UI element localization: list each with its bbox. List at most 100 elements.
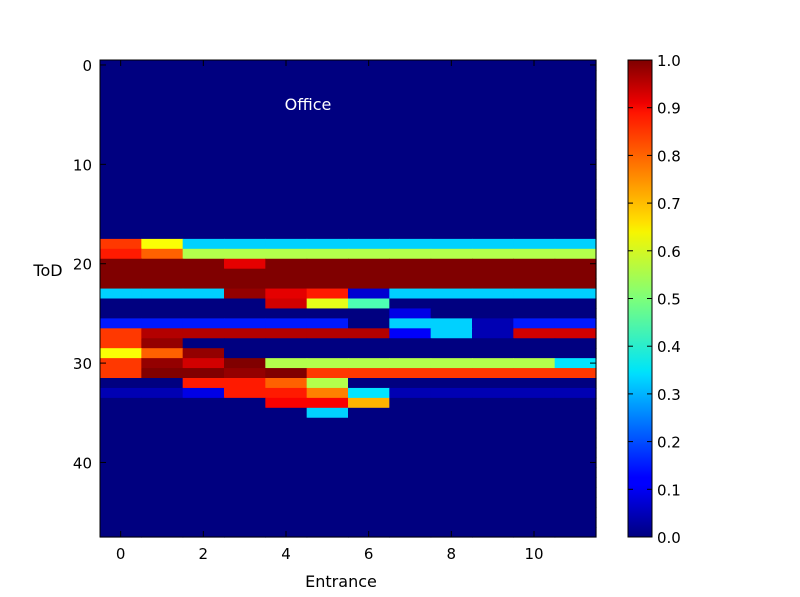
- heatmap-cell: [141, 417, 184, 429]
- heatmap-cell: [513, 477, 556, 488]
- heatmap-cell: [472, 527, 514, 538]
- heatmap-cell: [265, 497, 308, 508]
- heatmap-cell: [182, 258, 225, 270]
- heatmap-cell: [224, 139, 266, 151]
- heatmap-cell: [100, 437, 142, 449]
- heatmap-cell: [224, 368, 266, 379]
- heatmap-cell: [513, 407, 556, 419]
- heatmap-cell: [430, 219, 473, 230]
- heatmap-cell: [141, 407, 184, 419]
- heatmap-cell: [430, 308, 473, 319]
- heatmap-cell: [472, 358, 514, 369]
- heatmap-cell: [265, 159, 308, 170]
- heatmap-cell: [430, 477, 473, 488]
- heatmap-cell: [389, 477, 432, 488]
- heatmap-cell: [182, 119, 225, 131]
- colorbar-tick-label: 0.8: [657, 147, 681, 165]
- heatmap-cell: [348, 209, 390, 220]
- y-tick-label: 40: [73, 454, 92, 472]
- heatmap-cell: [182, 238, 225, 250]
- heatmap-cell: [265, 397, 308, 409]
- heatmap-cell: [430, 209, 473, 220]
- heatmap-cell: [472, 318, 514, 329]
- heatmap-cell: [306, 248, 349, 260]
- heatmap-cell: [472, 219, 514, 230]
- heatmap-cell: [513, 517, 556, 528]
- heatmap-cell: [100, 69, 142, 81]
- heatmap-cell: [389, 467, 432, 478]
- heatmap-cell: [182, 457, 225, 469]
- heatmap-cell: [265, 338, 308, 349]
- heatmap-cell: [306, 189, 349, 200]
- heatmap-cell: [389, 348, 432, 359]
- heatmap-cell: [348, 507, 390, 518]
- heatmap-cell: [224, 129, 266, 141]
- heatmap-cell: [100, 387, 142, 399]
- heatmap-cell: [306, 209, 349, 220]
- heatmap-cell: [224, 348, 266, 359]
- heatmap-cell: [554, 378, 597, 389]
- heatmap-cell: [554, 248, 597, 260]
- heatmap-cell: [472, 338, 514, 349]
- heatmap-cell: [100, 99, 142, 111]
- heatmap-cell: [513, 149, 556, 160]
- heatmap-cell: [224, 288, 266, 300]
- heatmap-cell: [224, 278, 266, 290]
- heatmap-cell: [513, 387, 556, 399]
- heatmap-cell: [182, 268, 225, 280]
- heatmap-cell: [554, 298, 597, 310]
- heatmap-cell: [513, 507, 556, 518]
- heatmap-cell: [306, 60, 349, 71]
- heatmap-cell: [472, 248, 514, 260]
- heatmap-cell: [182, 318, 225, 329]
- heatmap-cell: [513, 497, 556, 508]
- heatmap-cell: [389, 99, 432, 111]
- heatmap-cell: [306, 348, 349, 359]
- x-axis-ticks: 0 2 4 6 8 10: [116, 60, 544, 563]
- heatmap-cell: [430, 407, 473, 419]
- heatmap-cell: [430, 159, 473, 170]
- heatmap-cell: [306, 397, 349, 409]
- heatmap-cell: [389, 189, 432, 200]
- heatmap-cell: [389, 129, 432, 141]
- heatmap-cell: [224, 517, 266, 528]
- heatmap-cell: [472, 199, 514, 210]
- heatmap-cell: [141, 228, 184, 240]
- heatmap-cell: [389, 69, 432, 81]
- heatmap-cell: [182, 69, 225, 81]
- heatmap-cell: [141, 109, 184, 121]
- heatmap-cell: [306, 457, 349, 469]
- heatmap-cell: [265, 517, 308, 528]
- heatmap-cell: [472, 99, 514, 111]
- heatmap-cell: [513, 109, 556, 121]
- heatmap-cell: [389, 258, 432, 270]
- heatmap-cell: [513, 427, 556, 439]
- heatmap-cell: [182, 288, 225, 300]
- heatmap-cell: [182, 248, 225, 260]
- heatmap-cell: [100, 318, 142, 329]
- heatmap-cell: [182, 159, 225, 170]
- heatmap-cell: [265, 487, 308, 498]
- heatmap-cell: [513, 258, 556, 270]
- heatmap-cell: [141, 457, 184, 469]
- heatmap-cell: [306, 298, 349, 310]
- heatmap-cell: [182, 387, 225, 399]
- heatmap-cell: [472, 517, 514, 528]
- heatmap-cell: [265, 248, 308, 260]
- heatmap-cell: [513, 457, 556, 469]
- heatmap-cell: [554, 219, 597, 230]
- heatmap-cell: [389, 228, 432, 240]
- heatmap-cell: [348, 169, 390, 180]
- heatmap-cell: [224, 298, 266, 310]
- heatmap-cell: [513, 169, 556, 180]
- heatmap-cell: [472, 308, 514, 319]
- heatmap-cell: [265, 378, 308, 389]
- heatmap-cell: [141, 477, 184, 488]
- heatmap-cell: [100, 517, 142, 528]
- heatmap-cell: [389, 199, 432, 210]
- heatmap-cell: [389, 507, 432, 518]
- heatmap-cell: [306, 179, 349, 190]
- heatmap-cell: [100, 407, 142, 419]
- heatmap-cell: [430, 179, 473, 190]
- heatmap-cell: [513, 99, 556, 111]
